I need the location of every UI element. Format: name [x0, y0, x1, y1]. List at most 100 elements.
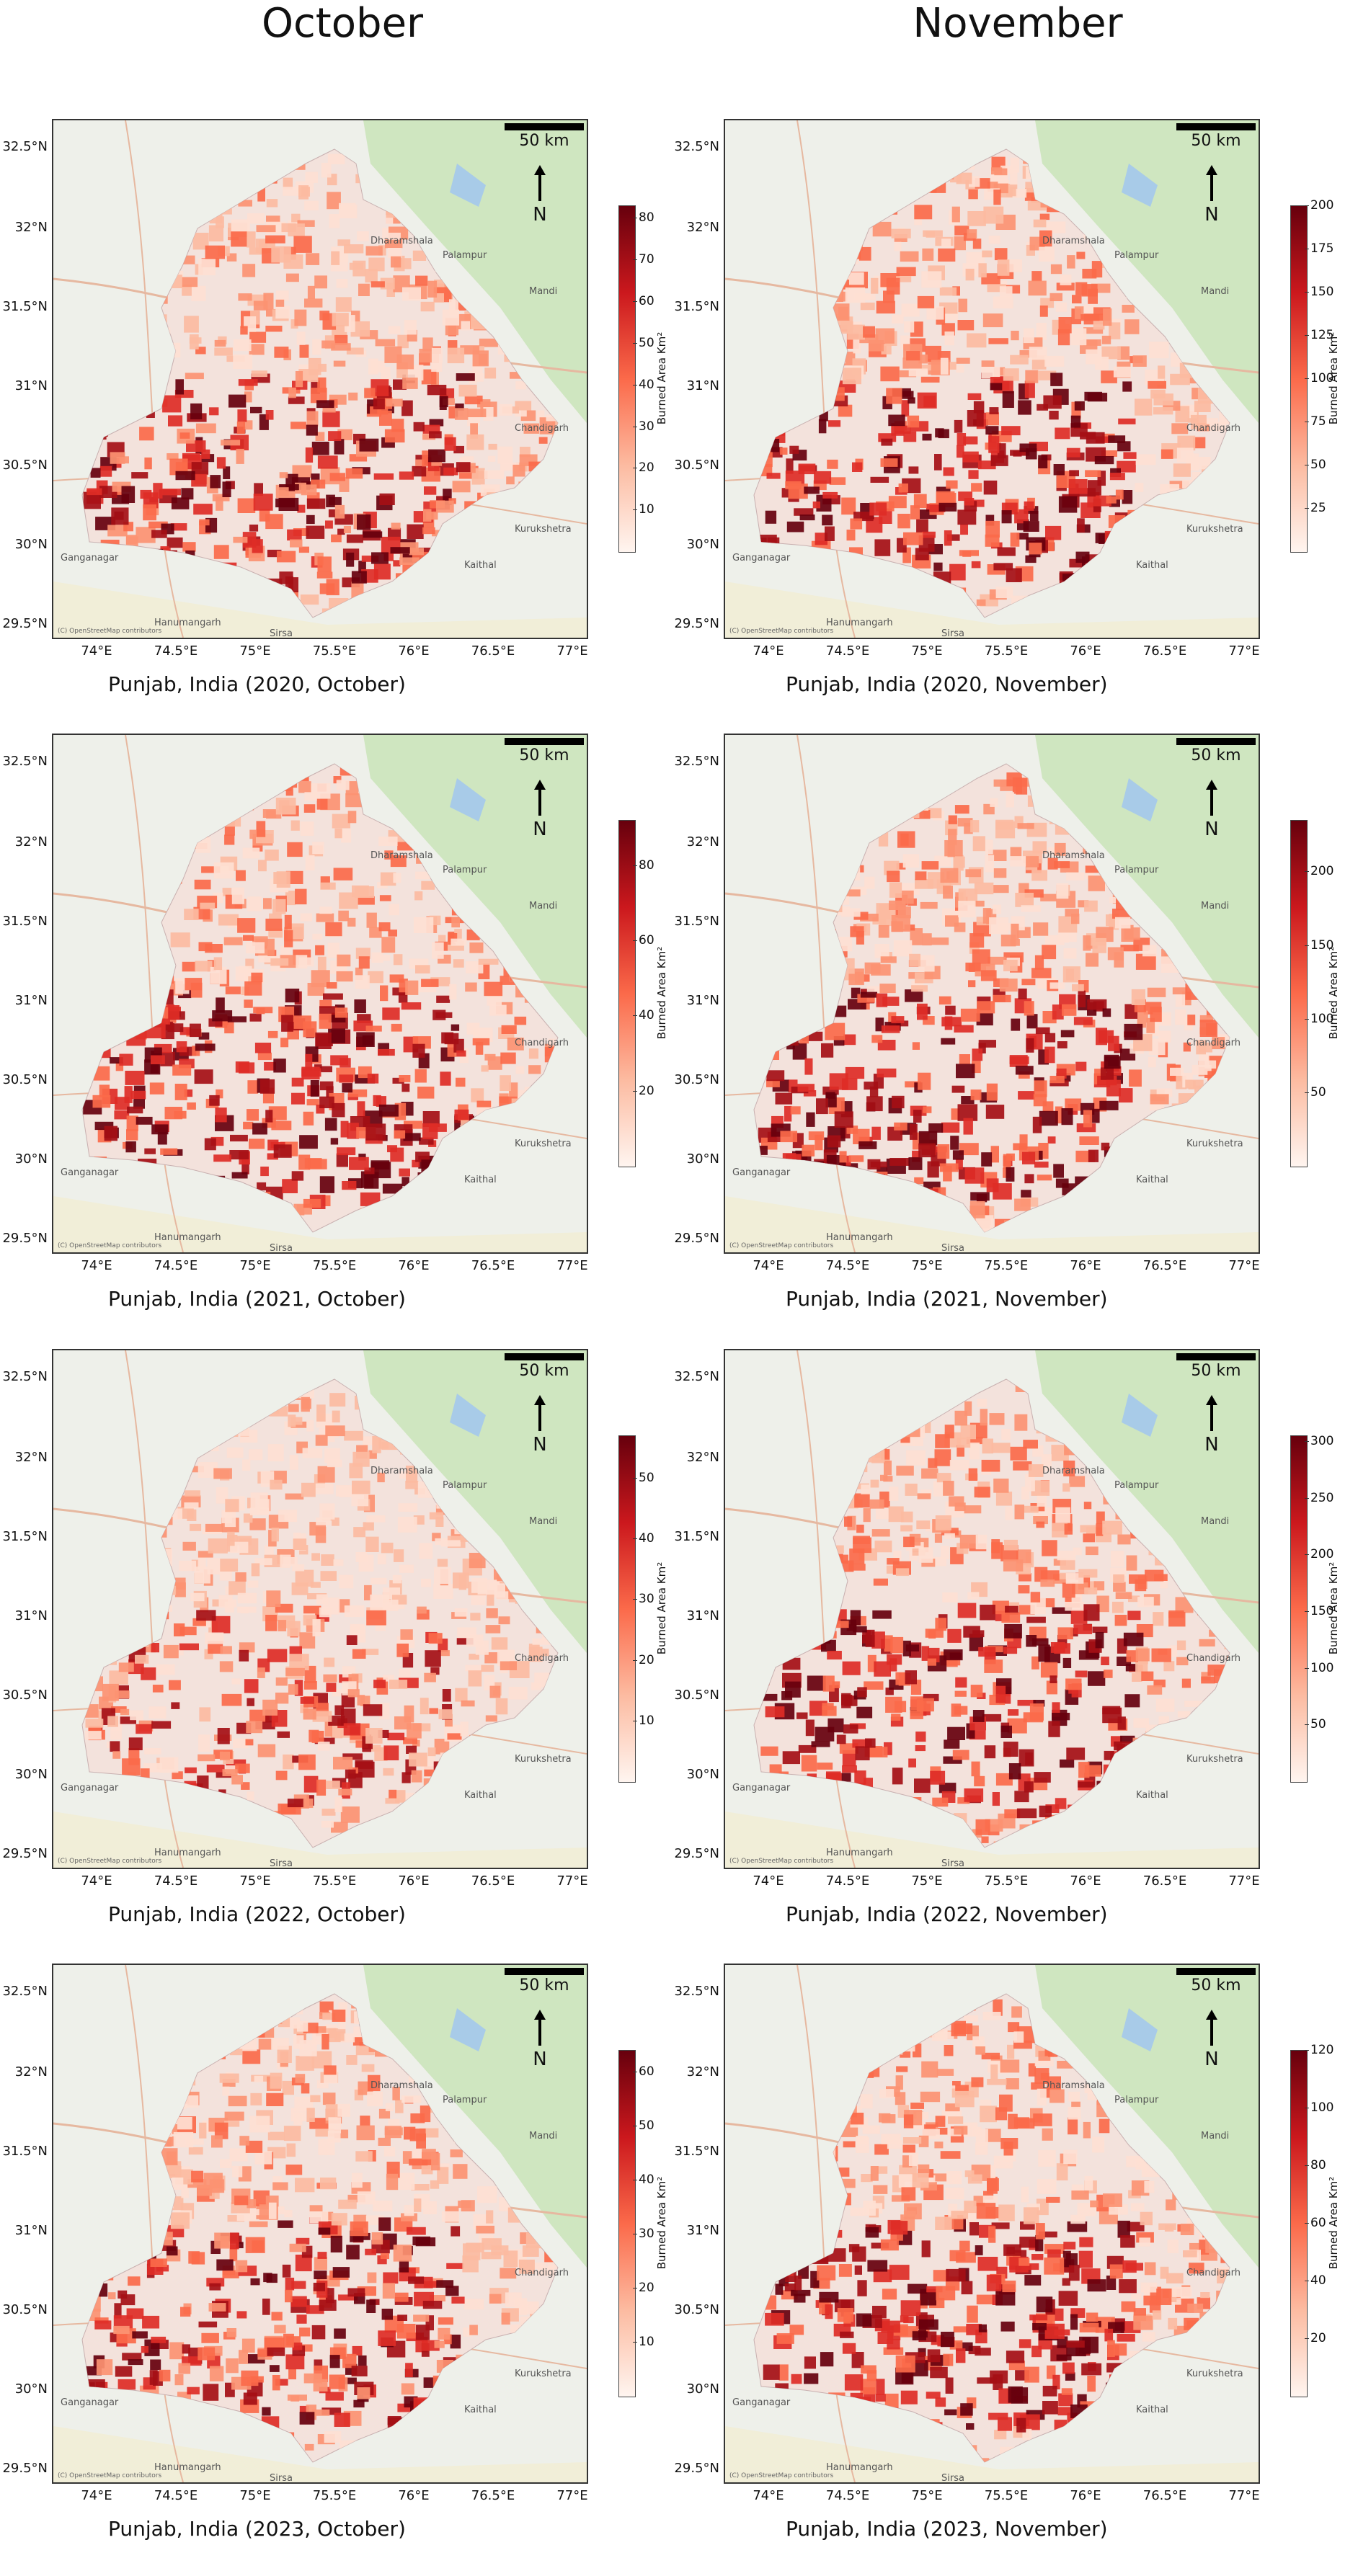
place-label: Chandigarh [515, 423, 569, 434]
latitude-tick: 31.5°N [674, 2144, 719, 2159]
latitude-tick: 31°N [15, 993, 48, 1008]
place-label: Sirsa [941, 628, 964, 639]
latitude-tick: 31°N [687, 2223, 719, 2238]
north-arrow: N [1201, 2010, 1222, 2070]
map-caption: Punjab, India (2020, October) [108, 672, 406, 696]
longitude-tick: 74°E [753, 2488, 784, 2503]
colorbar-label: Burned Area Km² [1327, 2177, 1340, 2269]
colorbar-tick: 10 [639, 502, 654, 517]
longitude-tick: 76°E [398, 2488, 429, 2503]
colorbar-tick: 250 [1310, 1491, 1333, 1505]
colorbar [618, 820, 636, 1167]
latitude-tick: 29.5°N [674, 1231, 719, 1246]
place-label: Kaithal [1136, 1175, 1168, 1185]
place-label: Ganganagar [61, 2397, 118, 2408]
basemap-svg [725, 1965, 1259, 2482]
colorbar-tick: 30 [639, 2227, 654, 2241]
place-label: Kurukshetra [1186, 524, 1243, 535]
colorbar-tick: 200 [1310, 1547, 1333, 1561]
longitude-tick: 74.5°E [154, 1873, 198, 1889]
longitude-tick: 74.5°E [826, 1258, 869, 1273]
longitude-tick: 75.5°E [313, 2488, 356, 2503]
latitude-tick: 32.5°N [2, 1984, 48, 1999]
longitude-tick: 75°E [239, 2488, 270, 2503]
map-caption: Punjab, India (2021, October) [108, 1287, 406, 1311]
longitude-tick: 76.5°E [471, 1258, 515, 1273]
colorbar-tick: 300 [1310, 1434, 1333, 1448]
place-label: Chandigarh [515, 1653, 569, 1664]
colorbar-tick: 80 [639, 210, 654, 225]
place-label: Kurukshetra [1186, 2368, 1243, 2379]
longitude-tick: 75.5°E [985, 643, 1028, 659]
longitude-tick: 74°E [753, 1258, 784, 1273]
north-arrow-icon [1204, 2010, 1219, 2046]
scale-bar: 50 km [1176, 1968, 1256, 1995]
longitude-tick: 77°E [556, 1258, 587, 1273]
place-label: Hanumangarh [154, 1848, 221, 1858]
longitude-tick: 74°E [753, 1873, 784, 1889]
colorbar-tick: 150 [1310, 285, 1333, 299]
latitude-tick: 32.5°N [674, 754, 719, 769]
north-label: N [1201, 2049, 1222, 2070]
place-label: Sirsa [941, 2473, 964, 2484]
place-label: Ganganagar [61, 1783, 118, 1793]
latitude-tick: 30.5°N [674, 1072, 719, 1087]
scale-bar-line [505, 123, 584, 130]
north-label: N [529, 2049, 551, 2070]
map-credit: (C) OpenStreetMap contributors [58, 1242, 161, 1249]
map-credit: (C) OpenStreetMap contributors [58, 628, 161, 635]
latitude-tick: 30°N [687, 537, 719, 552]
colorbar-label: Burned Area Km² [655, 947, 668, 1039]
latitude-tick: 32°N [15, 834, 48, 850]
longitude-tick: 74°E [81, 1258, 112, 1273]
basemap-svg [53, 1350, 587, 1868]
place-label: Mandi [529, 901, 557, 912]
colorbar-tick: 20 [1310, 2331, 1326, 2345]
latitude-tick: 30.5°N [674, 1688, 719, 1703]
scale-bar: 50 km [1176, 1353, 1256, 1380]
colorbar-tick: 50 [639, 336, 654, 350]
colorbar-label: Burned Area Km² [1327, 332, 1340, 424]
longitude-tick: 75.5°E [313, 643, 356, 659]
scale-bar: 50 km [505, 738, 584, 765]
longitude-tick: 75.5°E [985, 1873, 1028, 1889]
place-label: Hanumangarh [154, 2462, 221, 2473]
place-label: Ganganagar [732, 1167, 790, 1178]
latitude-tick: 31.5°N [674, 1529, 719, 1544]
colorbar-tick: 50 [1310, 1717, 1326, 1732]
north-arrow: N [529, 2010, 551, 2070]
longitude-tick: 76°E [1070, 2488, 1101, 2503]
map-credit: (C) OpenStreetMap contributors [729, 1858, 833, 1865]
latitude-tick: 31.5°N [2, 1529, 48, 1544]
longitude-tick: 76°E [1070, 1873, 1101, 1889]
map-caption: Punjab, India (2021, November) [786, 1287, 1108, 1311]
latitude-tick: 30.5°N [2, 458, 48, 473]
colorbar-tick: 80 [1310, 2158, 1326, 2172]
colorbar-tick: 75 [1310, 414, 1326, 429]
north-label: N [1201, 1434, 1222, 1456]
place-label: Dharamshala [370, 850, 433, 861]
longitude-tick: 74.5°E [826, 2488, 869, 2503]
scale-bar-line [505, 1968, 584, 1975]
latitude-tick: 29.5°N [674, 1846, 719, 1861]
october-column-title: October [126, 0, 559, 47]
place-label: Mandi [529, 286, 557, 297]
colorbar-tick: 100 [1310, 1661, 1333, 1675]
colorbar [1290, 1435, 1308, 1783]
latitude-tick: 31°N [687, 1608, 719, 1623]
scale-bar-line [1176, 1968, 1256, 1975]
latitude-tick: 29.5°N [2, 1846, 48, 1861]
place-label: Palampur [443, 2095, 487, 2105]
north-label: N [1201, 204, 1222, 226]
longitude-tick: 77°E [556, 2488, 587, 2503]
scale-bar-label: 50 km [505, 1976, 584, 1995]
longitude-tick: 75.5°E [313, 1258, 356, 1273]
place-label: Palampur [1114, 1480, 1158, 1491]
place-label: Kurukshetra [515, 1138, 572, 1149]
latitude-tick: 32°N [687, 834, 719, 850]
colorbar-tick: 30 [639, 419, 654, 434]
